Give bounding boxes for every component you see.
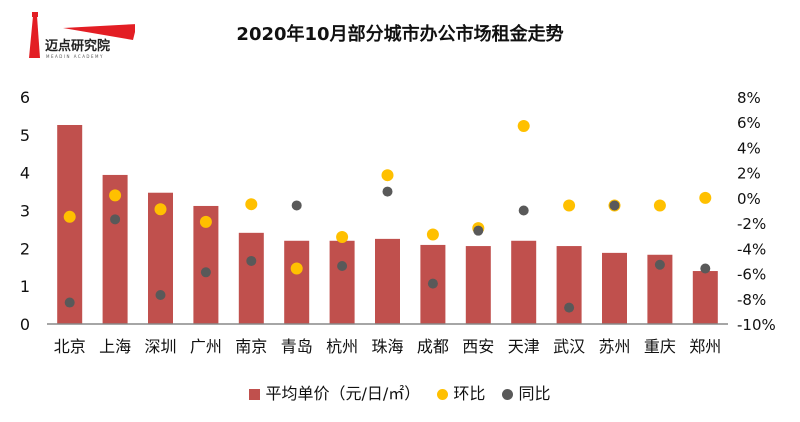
yoy-point-苏州 xyxy=(609,200,620,211)
yoy-point-成都 xyxy=(427,278,438,289)
left-tick-label: 1 xyxy=(20,277,30,296)
mom-point-广州 xyxy=(199,215,212,228)
mom-point-北京 xyxy=(63,210,76,223)
yoy-point-武汉 xyxy=(564,302,575,313)
category-label: 杭州 xyxy=(326,337,358,356)
category-label: 珠海 xyxy=(371,337,403,356)
category-label: 深圳 xyxy=(144,337,176,356)
mom-point-青岛 xyxy=(290,262,303,275)
mom-point-武汉 xyxy=(563,199,576,212)
bar-郑州 xyxy=(692,271,718,324)
left-tick-label: 3 xyxy=(20,202,30,221)
yoy-point-珠海 xyxy=(382,186,393,197)
left-tick-label: 6 xyxy=(20,88,30,107)
category-label: 重庆 xyxy=(644,337,676,356)
svg-text:MEADIN ACADEMY: MEADIN ACADEMY xyxy=(46,54,104,59)
mom-point-重庆 xyxy=(653,199,666,212)
right-tick-label: 6% xyxy=(737,114,761,132)
category-label: 天津 xyxy=(508,337,540,356)
left-tick-label: 5 xyxy=(20,126,30,145)
yoy-point-广州 xyxy=(200,267,211,278)
legend: 平均单价（元/日/㎡） 环比 同比 xyxy=(0,380,800,404)
legend-label: 平均单价（元/日/㎡） xyxy=(265,384,421,403)
category-label: 武汉 xyxy=(553,337,585,356)
legend-swatch-mom xyxy=(437,389,449,400)
svg-text:迈点研究院: 迈点研究院 xyxy=(45,38,110,54)
right-tick-label: -4% xyxy=(737,240,766,258)
left-tick-label: 2 xyxy=(20,239,30,258)
yoy-point-杭州 xyxy=(337,260,348,271)
mom-point-天津 xyxy=(517,120,530,133)
bar-青岛 xyxy=(284,240,310,324)
category-label: 成都 xyxy=(417,337,449,356)
bar-南京 xyxy=(238,232,264,324)
yoy-point-北京 xyxy=(64,297,75,308)
right-tick-label: -6% xyxy=(737,266,766,284)
right-tick-label: 8% xyxy=(737,89,761,107)
mom-point-南京 xyxy=(245,198,258,211)
yoy-point-郑州 xyxy=(700,263,711,274)
right-tick-label: -2% xyxy=(737,215,766,233)
mom-point-上海 xyxy=(109,189,122,202)
yoy-point-上海 xyxy=(110,214,121,225)
right-tick-label: -10% xyxy=(737,316,776,334)
category-label: 西安 xyxy=(462,337,494,356)
yoy-point-西安 xyxy=(473,225,484,236)
mom-point-成都 xyxy=(426,228,439,241)
right-tick-label: 0% xyxy=(737,190,761,208)
right-tick-label: 4% xyxy=(737,139,761,157)
category-label: 苏州 xyxy=(598,337,630,356)
legend-item-mom: 环比 xyxy=(437,384,485,403)
mom-point-珠海 xyxy=(381,169,394,182)
bar-苏州 xyxy=(602,252,627,324)
legend-label: 环比 xyxy=(453,384,486,403)
left-tick-label: 4 xyxy=(20,164,30,183)
mom-point-深圳 xyxy=(154,203,167,216)
category-label: 上海 xyxy=(99,337,131,356)
category-label: 郑州 xyxy=(689,337,721,356)
chart-plot: 0 1 2 3 4 5 6 -10% -8% -6% -4% -2% 0% 2% 4% 6% 8% 北京 上海 深圳广… xyxy=(20,88,776,356)
category-label: 广州 xyxy=(190,337,222,356)
legend-swatch-bar xyxy=(249,389,261,400)
left-tick-label: 0 xyxy=(20,315,30,334)
right-tick-label: 2% xyxy=(737,165,761,183)
yoy-point-天津 xyxy=(518,205,529,216)
chart-title: 2020年10月部分城市办公市场租金走势 xyxy=(236,24,564,45)
right-tick-label: -8% xyxy=(737,291,766,309)
yoy-point-重庆 xyxy=(654,259,665,270)
bar-西安 xyxy=(465,246,491,324)
legend-item-price: 平均单价（元/日/㎡） xyxy=(249,384,420,403)
category-label: 南京 xyxy=(235,337,267,356)
yoy-point-青岛 xyxy=(291,200,302,211)
bar-杭州 xyxy=(329,240,355,324)
meadin-academy-logo: 迈点研究院 MEADIN ACADEMY xyxy=(29,12,135,59)
mom-point-杭州 xyxy=(336,230,349,243)
yoy-point-深圳 xyxy=(155,289,166,300)
bar-天津 xyxy=(511,240,537,324)
legend-item-yoy: 同比 xyxy=(502,384,551,403)
category-label: 青岛 xyxy=(281,337,313,356)
category-label: 北京 xyxy=(54,337,86,356)
legend-swatch-yoy xyxy=(502,389,514,400)
legend-label: 同比 xyxy=(518,384,551,403)
bar-珠海 xyxy=(375,238,400,324)
bar-北京 xyxy=(57,124,83,324)
mom-point-郑州 xyxy=(699,191,712,204)
yoy-point-南京 xyxy=(246,255,257,266)
